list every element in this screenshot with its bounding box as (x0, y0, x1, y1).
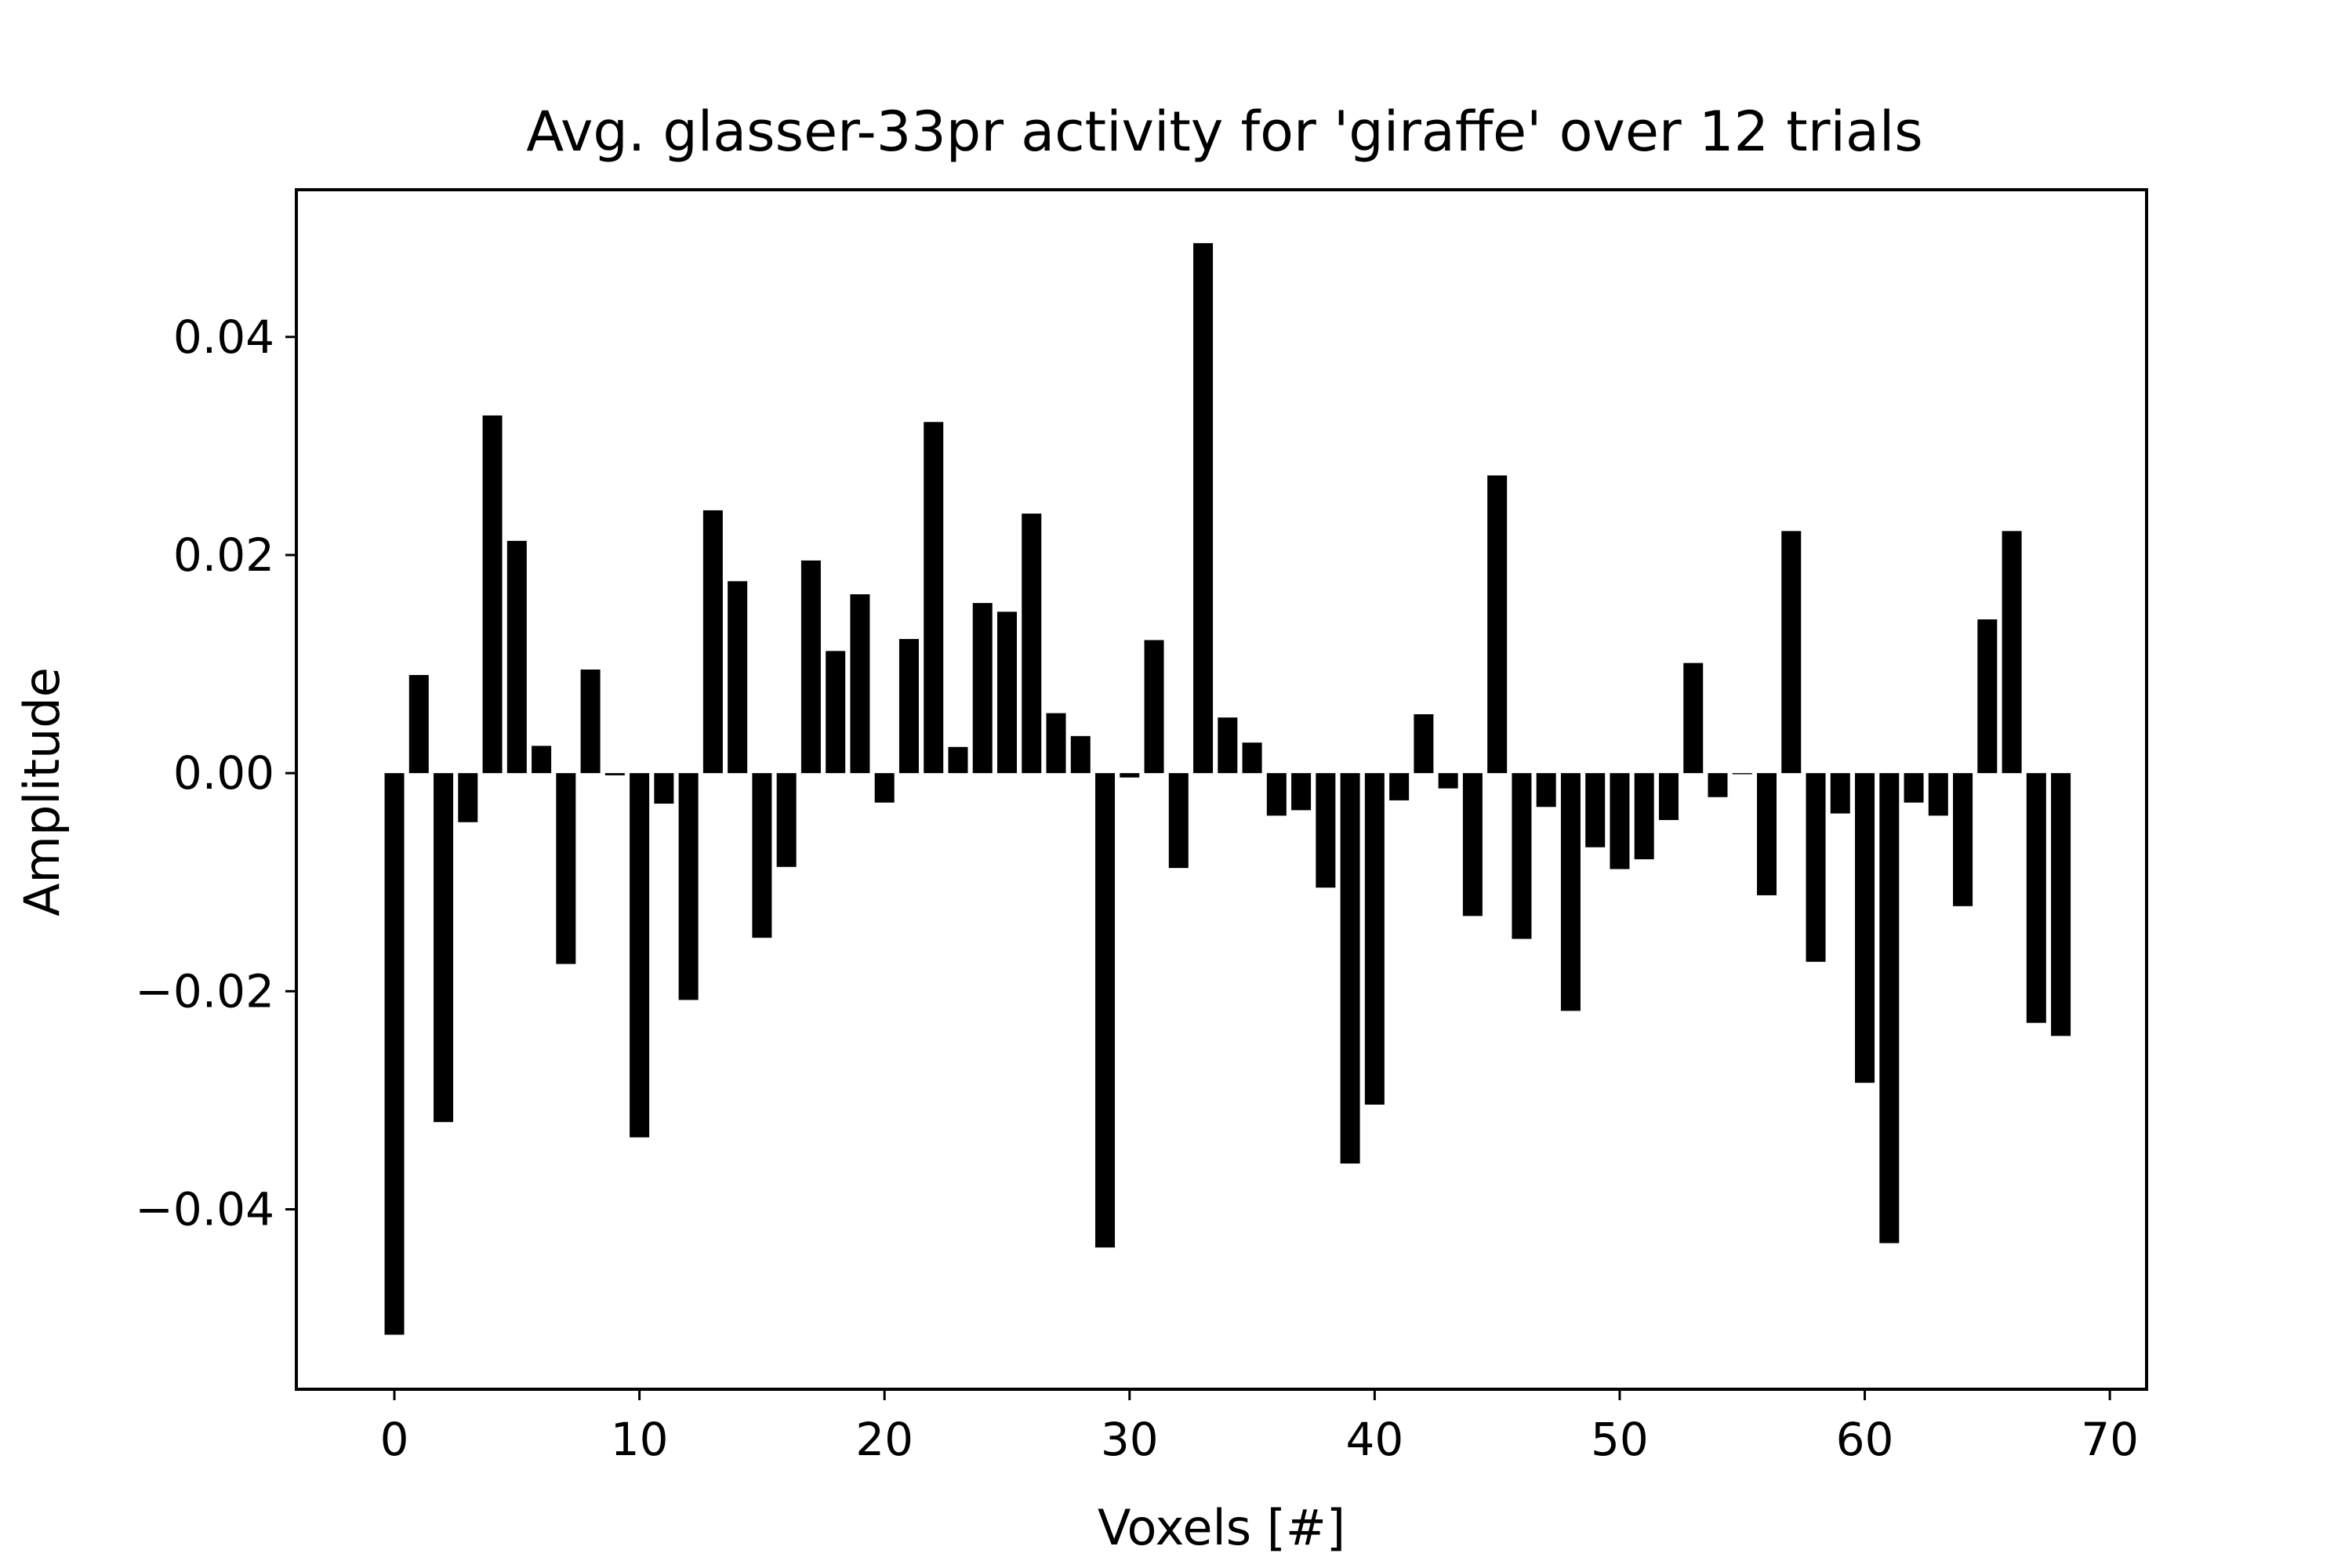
bar-voxel-0 (384, 773, 405, 1335)
bar-voxel-45 (1487, 475, 1508, 774)
bar-voxel-58 (1806, 773, 1826, 962)
bar-voxel-47 (1536, 773, 1556, 808)
bar-voxel-1 (408, 674, 429, 774)
bar-voxel-37 (1291, 773, 1312, 811)
bar-voxel-20 (874, 773, 895, 803)
x-tick-label: 70 (2081, 1413, 2139, 1466)
bar-voxel-11 (654, 773, 674, 804)
bar-voxel-53 (1683, 662, 1704, 774)
bar-voxel-2 (434, 773, 454, 1123)
bar-voxel-33 (1193, 243, 1214, 774)
bar-voxel-46 (1512, 773, 1532, 939)
bar-voxel-15 (752, 773, 772, 938)
bar-voxel-61 (1879, 773, 1900, 1243)
bar-voxel-43 (1438, 773, 1458, 789)
y-tick-label: 0.04 (173, 310, 274, 364)
bar-voxel-40 (1364, 773, 1385, 1105)
bar-voxel-14 (728, 581, 748, 774)
bar-voxel-55 (1732, 773, 1752, 775)
bar-voxel-42 (1414, 714, 1434, 774)
plot-frame (295, 188, 2148, 1391)
bar-voxel-65 (1977, 619, 1998, 774)
bar-voxel-30 (1120, 773, 1140, 778)
y-axis-ticks: −0.04 −0.02 0.00 0.02 0.04 (135, 310, 296, 1236)
bar-voxel-13 (702, 510, 723, 774)
y-tick-label: 0.00 (173, 746, 274, 800)
bar-voxel-35 (1242, 742, 1262, 774)
bar-voxel-16 (776, 773, 797, 867)
bar-voxel-18 (826, 651, 846, 774)
bar-voxel-51 (1634, 773, 1654, 860)
bar-voxel-41 (1389, 773, 1410, 800)
bar-voxel-49 (1585, 773, 1606, 848)
bar-voxel-36 (1266, 773, 1287, 816)
x-tick-label: 10 (611, 1413, 669, 1466)
bar-voxel-54 (1708, 773, 1728, 797)
bar-voxel-25 (996, 612, 1017, 774)
bar-voxel-64 (1953, 773, 1973, 906)
bar-voxel-39 (1340, 773, 1360, 1164)
bar-voxel-19 (850, 594, 870, 774)
bar-voxel-31 (1144, 640, 1164, 774)
y-axis-label: Amplitude (13, 667, 71, 916)
bar-voxel-59 (1830, 773, 1850, 814)
bar-voxel-26 (1022, 514, 1042, 774)
bar-voxel-38 (1316, 773, 1336, 888)
bar-voxel-68 (2051, 773, 2071, 1036)
bar-voxel-34 (1218, 717, 1238, 774)
x-tick-label: 0 (380, 1413, 409, 1466)
chart-title: Avg. glasser-33pr activity for 'giraffe'… (526, 100, 1923, 164)
bar-voxel-17 (800, 560, 821, 774)
bar-voxel-4 (482, 415, 503, 774)
bar-voxel-60 (1855, 773, 1875, 1083)
bar-voxel-56 (1756, 773, 1777, 895)
bar-voxel-10 (630, 773, 650, 1138)
x-tick-label: 40 (1345, 1413, 1403, 1466)
bar-voxel-12 (678, 773, 699, 1000)
x-tick-label: 60 (1836, 1413, 1894, 1466)
bar-voxel-29 (1095, 773, 1116, 1248)
x-tick-label: 50 (1591, 1413, 1649, 1466)
bar-voxel-6 (532, 746, 552, 774)
x-axis-ticks: 0 10 20 30 40 50 60 70 (380, 1389, 2139, 1466)
bar-voxel-52 (1658, 773, 1679, 820)
bar-voxel-48 (1560, 773, 1581, 1011)
bar-voxel-5 (506, 540, 527, 774)
bar-voxel-32 (1168, 773, 1189, 869)
bar-voxel-50 (1610, 773, 1630, 869)
bar-voxel-67 (2026, 773, 2046, 1023)
bar-voxel-57 (1781, 531, 1802, 774)
x-tick-label: 30 (1101, 1413, 1159, 1466)
bar-voxel-27 (1046, 713, 1066, 774)
x-axis-label: Voxels [#] (1098, 1499, 1345, 1556)
y-tick-label: −0.02 (135, 964, 274, 1018)
bar-voxel-21 (898, 639, 919, 774)
y-tick-label: 0.02 (173, 528, 274, 582)
bar-voxel-28 (1070, 735, 1091, 774)
bar-voxel-22 (924, 422, 944, 774)
bars-group (384, 243, 2071, 1335)
bar-voxel-62 (1904, 773, 1924, 803)
bar-voxel-9 (604, 773, 625, 775)
bar-voxel-7 (556, 773, 576, 964)
bar-voxel-63 (1928, 773, 1948, 816)
bar-voxel-8 (580, 670, 601, 774)
bar-voxel-23 (948, 746, 968, 774)
y-tick-label: −0.04 (135, 1183, 274, 1236)
bar-voxel-3 (458, 773, 478, 822)
bar-voxel-66 (2002, 531, 2022, 774)
bar-voxel-44 (1462, 773, 1483, 916)
x-tick-label: 20 (855, 1413, 913, 1466)
bar-voxel-24 (972, 603, 993, 774)
